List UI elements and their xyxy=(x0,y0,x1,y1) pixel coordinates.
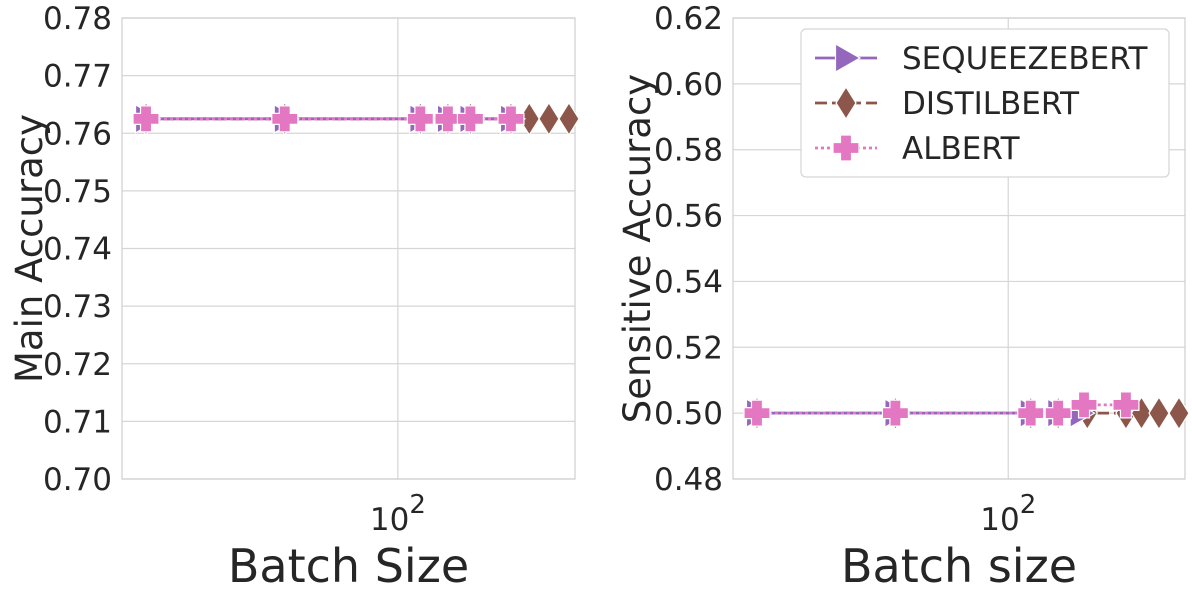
data-point-albert xyxy=(497,105,525,133)
data-point-albert xyxy=(743,399,771,427)
data-point-distilbert xyxy=(558,101,580,136)
y-tick-label: 0.54 xyxy=(654,264,723,300)
y-axis-label: Sensitive Accuracy xyxy=(616,74,659,423)
y-tick-label: 0.60 xyxy=(654,67,723,103)
y-axis-label: Main Accuracy xyxy=(8,114,51,383)
x-tick-base: 10 xyxy=(370,502,409,538)
x-tick-exponent: 2 xyxy=(1020,490,1037,520)
y-tick-label: 0.58 xyxy=(654,133,723,169)
data-point-albert xyxy=(271,105,299,133)
plot-frame xyxy=(121,17,576,480)
y-tick-label: 0.62 xyxy=(654,1,723,37)
x-axis-label: Batch Size xyxy=(228,539,469,590)
y-tick-label: 0.72 xyxy=(43,347,112,383)
x-tick-base: 10 xyxy=(980,502,1019,538)
legend-marker-sequeezebert xyxy=(834,42,862,74)
y-tick-label: 0.74 xyxy=(43,232,112,268)
data-point-distilbert xyxy=(1168,396,1190,431)
legend-label: SEQUEEZEBERT xyxy=(902,41,1148,77)
x-tick-exponent: 2 xyxy=(409,490,426,520)
data-point-albert xyxy=(1112,391,1140,419)
y-tick-label: 0.50 xyxy=(654,396,723,432)
legend-box xyxy=(800,28,1170,178)
series-line-albert xyxy=(757,403,1126,415)
legend-label: ALBERT xyxy=(902,131,1021,167)
y-tick-label: 0.76 xyxy=(43,116,112,152)
data-point-albert xyxy=(132,105,160,133)
x-axis-label: Batch size xyxy=(841,539,1077,590)
y-tick-label: 0.70 xyxy=(43,462,112,498)
y-tick-label: 0.52 xyxy=(654,330,723,366)
main-accuracy-panel: 0.70 0.71 0.72 0.73 0.74 0.75 0.76 0.77 0.78 102 M… xyxy=(8,1,580,593)
data-point-distilbert xyxy=(538,101,560,136)
data-point-albert xyxy=(1044,399,1072,427)
data-point-albert xyxy=(881,399,910,427)
x-tick-label: 102 xyxy=(370,490,426,538)
y-tick-label: 0.48 xyxy=(654,462,723,498)
sensitive-accuracy-panel: 0.48 0.50 0.52 0.54 0.56 0.58 0.60 0.62 102 Sensi… xyxy=(616,1,1190,593)
data-point-albert xyxy=(1070,391,1098,419)
y-tick-label: 0.73 xyxy=(43,289,112,325)
legend: SEQUEEZEBERT DISTILBERT ALBERT xyxy=(800,28,1170,178)
y-tick-label: 0.78 xyxy=(43,1,112,37)
x-tick-label: 102 xyxy=(980,490,1036,538)
data-point-albert xyxy=(456,105,485,133)
legend-marker-albert xyxy=(832,134,860,162)
legend-marker-distilbert xyxy=(835,85,857,121)
data-point-albert xyxy=(406,105,434,133)
data-point-albert xyxy=(1017,399,1045,427)
legend-label: DISTILBERT xyxy=(902,86,1080,122)
y-tick-label: 0.56 xyxy=(654,199,723,235)
y-tick-label: 0.71 xyxy=(43,404,112,440)
data-point-distilbert xyxy=(1148,396,1170,431)
y-tick-label: 0.77 xyxy=(43,59,112,95)
y-tick-label: 0.75 xyxy=(43,174,112,210)
data-point-albert xyxy=(434,105,462,133)
plot-frame xyxy=(732,17,1186,480)
